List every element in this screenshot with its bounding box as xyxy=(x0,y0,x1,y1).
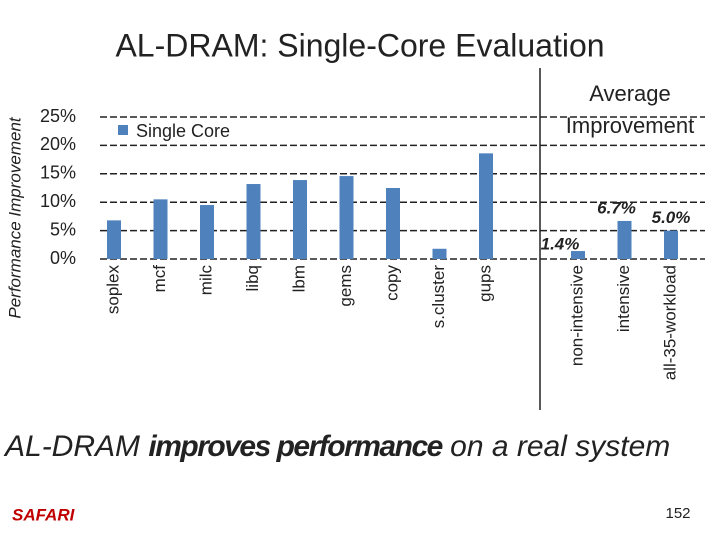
x-tick-label: all-35-workload xyxy=(660,265,679,380)
bar xyxy=(293,180,307,259)
y-tick-label: 0% xyxy=(50,248,76,268)
legend-swatch xyxy=(118,125,128,135)
message-part: AL-DRAM xyxy=(3,430,148,463)
legend-label: Single Core xyxy=(136,121,230,141)
y-tick-label: 15% xyxy=(40,163,76,183)
page-number: 152 xyxy=(665,505,690,522)
message-part: on a real system xyxy=(442,430,670,463)
x-tick-label: libq xyxy=(243,265,262,291)
value-label: 1.4% xyxy=(541,235,580,254)
x-tick-label: soplex xyxy=(103,265,122,315)
y-tick-label: 20% xyxy=(40,134,76,154)
value-label: 5.0% xyxy=(652,208,691,227)
bar xyxy=(664,230,678,259)
legend-bg xyxy=(132,118,282,144)
x-tick-label: lbm xyxy=(289,265,308,292)
x-tick-label: mcf xyxy=(150,265,169,293)
logo: SAFARI xyxy=(12,505,76,524)
bar xyxy=(200,205,214,259)
message-part: improves performance xyxy=(148,430,442,463)
annotation: Average Improvement xyxy=(566,81,694,138)
value-label: 6.7% xyxy=(597,198,636,217)
chart-title: AL-DRAM: Single-Core Evaluation xyxy=(115,27,604,63)
x-tick-label: gems xyxy=(336,265,355,307)
bar xyxy=(386,188,400,259)
bar xyxy=(432,248,447,259)
x-tick-label: gups xyxy=(475,265,494,302)
y-tick-label: 5% xyxy=(50,219,76,239)
message: AL-DRAM improves performance on a real s… xyxy=(3,430,670,463)
bar xyxy=(617,220,632,259)
bar xyxy=(107,220,121,259)
x-tick-label: non-intensive xyxy=(567,265,586,366)
bar xyxy=(246,184,261,259)
y-tick-label: 25% xyxy=(40,106,76,126)
bar xyxy=(571,251,585,259)
x-tick-label: copy xyxy=(382,265,401,301)
x-tick-label: s.cluster xyxy=(429,265,448,329)
bar xyxy=(339,176,354,259)
bar xyxy=(479,153,493,259)
y-axis-label: Performance Improvement xyxy=(5,116,24,319)
x-tick-label: milc xyxy=(196,265,215,296)
bar xyxy=(153,199,168,259)
x-tick-label: intensive xyxy=(614,265,633,332)
y-tick-label: 10% xyxy=(40,191,76,211)
